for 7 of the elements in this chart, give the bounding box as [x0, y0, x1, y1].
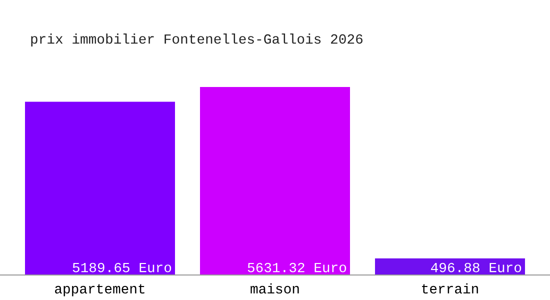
x-tick-label: appartement — [55, 284, 144, 296]
data-label: 5189.65 Euro — [72, 262, 172, 272]
data-label: 496.88 Euro — [431, 262, 522, 272]
x-tick-label: terrain — [422, 283, 478, 294]
x-tick-label: maison — [250, 283, 299, 294]
chart-title: prix immobilier Fontenelles-Gallois 2026 — [31, 34, 362, 46]
data-label: 5631.32 Euro — [248, 262, 346, 272]
